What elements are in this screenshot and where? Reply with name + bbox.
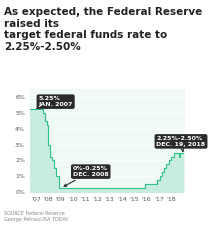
Text: 5.25%
JAN. 2007: 5.25% JAN. 2007 [37,96,73,109]
Text: SOURCE Federal Reserve
George Petras/USA TODAY: SOURCE Federal Reserve George Petras/USA… [4,211,69,222]
Text: 0%-0.25%
DEC. 2008: 0%-0.25% DEC. 2008 [64,166,109,186]
Text: 2.25%-2.50%
DEC. 19, 2018: 2.25%-2.50% DEC. 19, 2018 [157,136,206,152]
Text: As expected, the Federal Reserve raised its
target federal funds rate to 2.25%-2: As expected, the Federal Reserve raised … [4,7,203,52]
